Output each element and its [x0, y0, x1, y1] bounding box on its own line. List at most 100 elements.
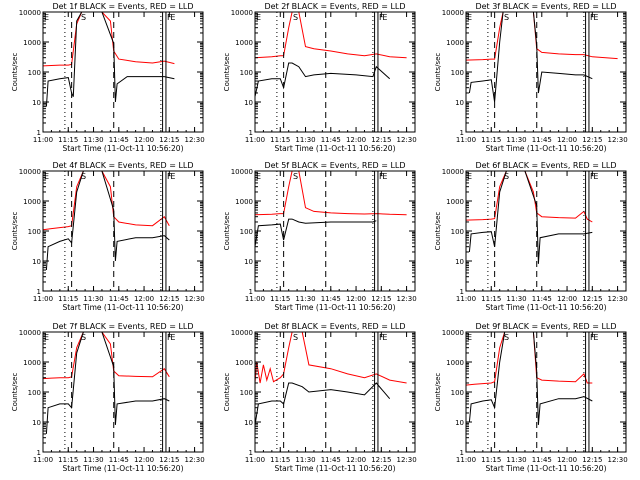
events-series-line [45, 11, 175, 107]
detector-panel: 1 10 100 1000 10000 11:00 11:15 11:30 11:45 12:00… [434, 2, 628, 153]
x-tick-label: 11:00 [456, 136, 476, 144]
y-tick-label: 100 [240, 228, 253, 236]
plot-frame [254, 170, 416, 292]
y-tick-label: 10 [32, 258, 41, 266]
y-tick-label: 1 [249, 449, 253, 457]
x-axis-label: Start Time (11-Oct-11 10:56:20) [274, 303, 395, 312]
y-tick-label: 1 [460, 449, 464, 457]
x-tick-label: 11:15 [481, 456, 501, 464]
y-tick-label: 1 [249, 129, 253, 137]
x-tick-label: 11:45 [109, 456, 129, 464]
x-tick-label: 12:00 [134, 295, 154, 303]
annotation-label: E [467, 13, 472, 22]
annotation-label: F [167, 333, 172, 342]
x-tick-label: 12:00 [134, 456, 154, 464]
x-tick-label: 12:15 [159, 136, 179, 144]
x-tick-label: 11:00 [456, 295, 476, 303]
y-tick-label: 1000 [23, 198, 41, 206]
annotation-label: S [293, 333, 298, 342]
y-axis-label: Counts/sec [223, 53, 231, 92]
x-tick-label: 11:00 [33, 136, 53, 144]
x-tick-label: 11:45 [532, 456, 552, 464]
y-tick-label: 1000 [23, 359, 41, 367]
x-tick-label: 11:45 [532, 136, 552, 144]
y-axis-label: Counts/sec [223, 212, 231, 251]
y-tick-label: 1 [37, 449, 41, 457]
x-tick-label: 11:45 [109, 295, 129, 303]
x-tick-label: 12:00 [557, 295, 577, 303]
detector-panel: 1 10 100 1000 10000 11:00 11:15 11:30 11:45 12:00… [223, 322, 417, 473]
x-tick-label: 11:45 [532, 295, 552, 303]
panel-title: Det 9f BLACK = Events, RED = LLD [475, 322, 616, 331]
x-tick-label: 12:30 [396, 136, 416, 144]
annotation-label: E [593, 172, 598, 181]
plot-frame [42, 331, 204, 453]
x-tick-label: 12:00 [346, 295, 366, 303]
annotation-label: E [382, 333, 387, 342]
x-axis-label: Start Time (11-Oct-11 10:56:20) [274, 464, 395, 473]
annotation-label: E [256, 172, 261, 181]
y-axis-label: Counts/sec [434, 373, 442, 412]
y-tick-label: 1 [37, 129, 41, 137]
y-tick-label: 10 [32, 99, 41, 107]
annotation-label: F [590, 13, 595, 22]
x-tick-label: 12:15 [159, 456, 179, 464]
x-axis-label: Start Time (11-Oct-11 10:56:20) [485, 464, 606, 473]
panel-title: Det 7f BLACK = Events, RED = LLD [52, 322, 193, 331]
annotation-label: F [590, 333, 595, 342]
y-tick-label: 10 [455, 99, 464, 107]
x-tick-label: 12:00 [134, 136, 154, 144]
events-series-line [254, 218, 377, 247]
annotation-label: E [382, 172, 387, 181]
y-tick-label: 10000 [19, 329, 41, 337]
y-axis-label: Counts/sec [223, 373, 231, 412]
annotation-label: E [467, 172, 472, 181]
y-tick-label: 10000 [231, 9, 253, 17]
y-tick-label: 10 [455, 258, 464, 266]
annotation-label: F [167, 172, 172, 181]
annotation-label: F [379, 172, 384, 181]
plot-frame [42, 170, 204, 292]
annotation-label: S [504, 172, 509, 181]
detector-panel: 1 10 100 1000 10000 11:00 11:15 11:30 11:45 12:00… [11, 2, 205, 153]
x-tick-label: 11:45 [321, 295, 341, 303]
annotation-label: E [593, 13, 598, 22]
y-tick-label: 10000 [231, 168, 253, 176]
x-axis-label: Start Time (11-Oct-11 10:56:20) [62, 144, 183, 153]
panel-title: Det 1f BLACK = Events, RED = LLD [52, 2, 193, 11]
annotation-label: S [504, 13, 509, 22]
x-tick-label: 11:00 [33, 295, 53, 303]
y-tick-label: 10 [455, 419, 464, 427]
lld-series-line [254, 170, 407, 216]
x-tick-label: 11:00 [245, 136, 265, 144]
y-tick-label: 100 [240, 389, 253, 397]
x-tick-label: 12:30 [607, 295, 627, 303]
lld-series-line [465, 170, 593, 223]
x-tick-label: 11:00 [245, 456, 265, 464]
plot-frame [254, 331, 416, 453]
y-tick-label: 10000 [442, 329, 464, 337]
annotation-label: S [81, 172, 86, 181]
x-tick-label: 11:45 [321, 456, 341, 464]
lld-series-line [42, 331, 170, 380]
x-tick-label: 12:30 [607, 456, 627, 464]
detector-panel: 1 10 100 1000 10000 11:00 11:15 11:30 11:45 12:00… [223, 2, 417, 153]
lld-series-line [42, 11, 175, 67]
y-tick-label: 100 [451, 69, 464, 77]
events-series-line [254, 382, 391, 425]
x-tick-label: 11:15 [481, 136, 501, 144]
x-tick-label: 12:30 [184, 295, 204, 303]
annotation-label: E [44, 172, 49, 181]
x-tick-label: 12:30 [396, 456, 416, 464]
annotation-label: E [256, 333, 261, 342]
annotation-label: E [44, 333, 49, 342]
plot-frame [465, 331, 627, 453]
lld-series-line [254, 11, 407, 59]
y-tick-label: 100 [451, 228, 464, 236]
panel-title: Det 4f BLACK = Events, RED = LLD [52, 161, 193, 170]
annotation-label: S [504, 333, 509, 342]
y-tick-label: 1000 [446, 198, 464, 206]
plot-frame [465, 170, 627, 292]
detector-panel: 1 10 100 1000 10000 11:00 11:15 11:30 11:45 12:00… [11, 322, 205, 473]
